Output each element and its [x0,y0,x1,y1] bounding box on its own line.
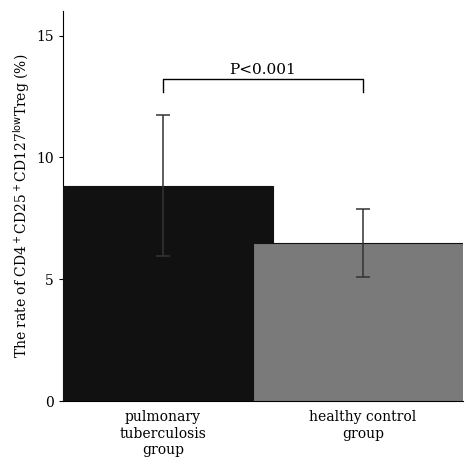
Bar [253,243,473,402]
Bar [53,185,273,402]
Text: P<0.001: P<0.001 [229,63,296,77]
Y-axis label: The rate of CD4$^+$CD25$^+$CD127$^{\rm low}$Treg (%): The rate of CD4$^+$CD25$^+$CD127$^{\rm l… [11,54,32,358]
